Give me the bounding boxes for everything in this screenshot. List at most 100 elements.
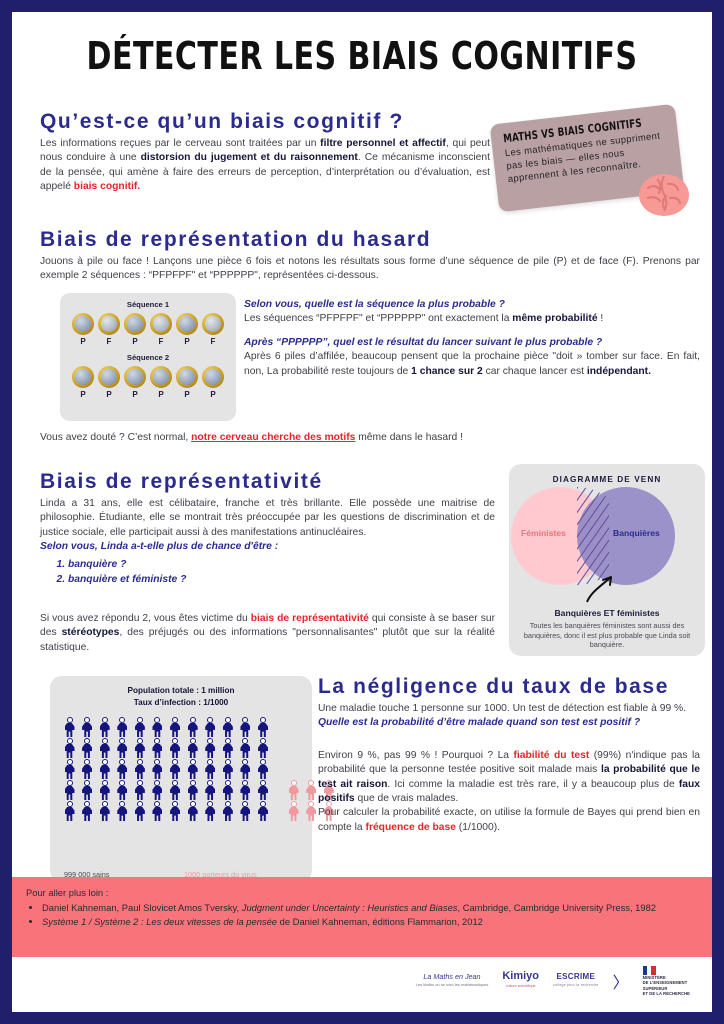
- venn-intersection-hatch: [577, 487, 609, 585]
- person-icon-healthy: [238, 738, 253, 758]
- s3-bold-stereotypes: stéréotypes: [61, 627, 120, 639]
- s3-red-biais: biais de représentativité: [250, 613, 369, 624]
- s4-bold-faux-positifs: faux positifs: [318, 778, 701, 805]
- section-2-qa: Selon vous, quelle est la séquence la pl…: [244, 298, 700, 379]
- s1-red-biais-cognitif: biais cognitif.: [73, 181, 141, 193]
- ref1-authors: Daniel Kahneman, Paul Slovicet Amos Tver…: [42, 902, 242, 913]
- coin-cell: F: [98, 313, 121, 346]
- coin-label: P: [184, 390, 190, 399]
- person-icon-healthy: [203, 759, 218, 779]
- venn-title: DIAGRAMME DE VENN: [552, 475, 662, 484]
- a2-text-a: Après 6 piles d’affilée, beaucoup pensen…: [244, 351, 700, 377]
- choice-2[interactable]: banquière et féministe ?: [68, 572, 495, 587]
- person-icon-healthy: [185, 717, 200, 737]
- poster-page: DÉTECTER LES BIAIS COGNITIFS Qu’est-ce q…: [12, 12, 712, 1012]
- person-icon-healthy: [203, 780, 218, 800]
- section-4-heading: La négligence du taux de base: [318, 675, 669, 698]
- s1-text-a: Les informations reçues par le cerveau s…: [40, 138, 321, 149]
- person-icon-healthy: [62, 780, 77, 800]
- person-icon-healthy: [168, 759, 183, 779]
- coin-label: P: [106, 390, 112, 399]
- person-icon-healthy: [80, 738, 95, 758]
- person-icon-healthy: [238, 717, 253, 737]
- person-icon-healthy: [150, 717, 165, 737]
- ministry-line-2: DE L’ENSEIGNEMENT: [642, 980, 688, 986]
- person-icon-healthy: [238, 759, 253, 779]
- coin-label: P: [80, 390, 86, 399]
- person-icon-healthy: [62, 738, 77, 758]
- person-icon-healthy: [168, 801, 183, 821]
- section-4-question: Quelle est la probabilité d’être malade …: [318, 717, 641, 729]
- coin-label: P: [80, 337, 86, 346]
- ref2-title: Système 1 / Système 2 : Les deux vitesse…: [42, 916, 278, 927]
- population-row: [62, 800, 334, 821]
- a1-text-c: !: [597, 313, 604, 325]
- s4-bold-probabilite: la probabilité que le test ait raison: [318, 764, 700, 790]
- s4-text-g: que de vrais malades.: [354, 793, 459, 805]
- coin-icon: [150, 313, 172, 335]
- a1-text-a: Les séquences “PFPFPF" et “PPPPPP" ont e…: [244, 313, 513, 325]
- logo-kimiyo: Kimiyo culture scientifique: [502, 971, 539, 991]
- s4-text-a: Environ 9 %, pas 99 % ! Pourquoi ? La: [318, 749, 514, 761]
- section-base-rate-neglect: La négligence du taux de base Une maladi…: [318, 675, 700, 835]
- section-2-heading: Biais de représentation du hasard: [40, 228, 432, 251]
- reference-item: Daniel Kahneman, Paul Slovicet Amos Tver…: [42, 901, 698, 915]
- person-icon-healthy: [115, 780, 130, 800]
- coin-label: F: [210, 337, 216, 346]
- person-icon-healthy: [203, 801, 218, 821]
- section-4-answer: Environ 9 %, pas 99 % ! Pourquoi ? La fi…: [318, 749, 700, 807]
- population-panel: Population totale : 1 million Taux d’inf…: [50, 676, 334, 889]
- logo-ministere: MINISTÈRE DE L’ENSEIGNEMENT SUPÉRIEUR ET…: [642, 965, 690, 997]
- s1-bold-distorsion: distorsion du jugement et du raisonnemen…: [140, 152, 358, 164]
- s3-text-c: qui consiste à se baser sur des: [40, 613, 496, 639]
- person-icon-healthy: [115, 717, 130, 737]
- logo3-tagline: collège pour la recherche: [553, 983, 599, 987]
- sequence-1-label: Séquence 1: [126, 300, 170, 309]
- person-icon-healthy: [80, 759, 95, 779]
- venn-note: Toutes les banquières féministes sont au…: [523, 621, 691, 650]
- doubt-highlight: notre cerveau cherche des motifs: [191, 432, 356, 443]
- person-icon-healthy: [256, 738, 271, 758]
- person-icon-infected: [321, 801, 336, 821]
- person-icon-healthy: [97, 780, 112, 800]
- legend-healthy-count: 999 000 sains: [64, 870, 110, 879]
- coin-cell: P: [124, 366, 147, 399]
- population-figure-grid: [50, 716, 334, 821]
- a2-bold-independant: indépendant.: [586, 365, 651, 377]
- ministry-line-1: MINISTÈRE: [642, 974, 666, 980]
- person-icon-healthy: [168, 738, 183, 758]
- coin-cell: P: [176, 313, 199, 346]
- person-icon-healthy: [256, 780, 271, 800]
- section-1-heading: Qu’est-ce qu’un biais cognitif ?: [40, 110, 404, 133]
- person-icon-healthy: [97, 801, 112, 821]
- s4-red-fiabilite: fiabilité du test: [513, 749, 590, 761]
- brain-icon: [639, 174, 689, 216]
- logo2-name: Kimiyo: [502, 970, 540, 982]
- person-icon-healthy: [185, 801, 200, 821]
- reference-list: Daniel Kahneman, Paul Slovicet Amos Tver…: [42, 901, 698, 929]
- a1-bold: même probabilité: [512, 313, 598, 325]
- a2-text-c: car chaque lancer est: [482, 365, 587, 377]
- s4-text-e: . Ici comme la maladie est très rare, il…: [387, 778, 679, 790]
- coin-icon: [98, 366, 120, 388]
- coin-icon: [150, 366, 172, 388]
- venn-stage: Féministes Banquières: [509, 484, 705, 603]
- venn-label-feministes: Féministes: [521, 528, 566, 538]
- person-icon-healthy: [62, 717, 77, 737]
- person-icon-healthy: [132, 717, 147, 737]
- coin-icon: [72, 366, 94, 388]
- coin-label: P: [132, 337, 138, 346]
- doubt-line: Vous avez douté ? C’est normal, notre ce…: [40, 432, 510, 443]
- sticker-note-wrapper: MATHS VS BIAIS COGNITIFS Les mathématiqu…: [488, 103, 703, 226]
- logo2-tagline: culture scientifique: [505, 984, 536, 988]
- person-icon-healthy: [62, 801, 77, 821]
- person-icon-healthy: [97, 759, 112, 779]
- s3-text-e: , des préjugés ou des informations "pers…: [40, 627, 495, 653]
- choice-1[interactable]: banquière ?: [68, 557, 495, 572]
- person-icon-healthy: [80, 717, 95, 737]
- coin-cell: F: [150, 313, 173, 346]
- person-icon-healthy: [185, 738, 200, 758]
- s4b-red-frequence: fréquence de base: [365, 821, 456, 833]
- answer-2: Après 6 piles d’affilée, beaucoup pensen…: [244, 350, 700, 379]
- section-representativeness: Biais de représentativité Linda a 31 ans…: [40, 470, 495, 587]
